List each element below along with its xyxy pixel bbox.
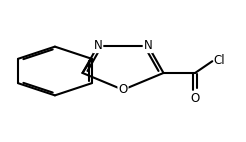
- Text: O: O: [190, 92, 200, 105]
- Text: N: N: [94, 39, 102, 52]
- Text: Cl: Cl: [214, 54, 226, 67]
- Text: N: N: [144, 39, 152, 52]
- Text: O: O: [118, 83, 128, 96]
